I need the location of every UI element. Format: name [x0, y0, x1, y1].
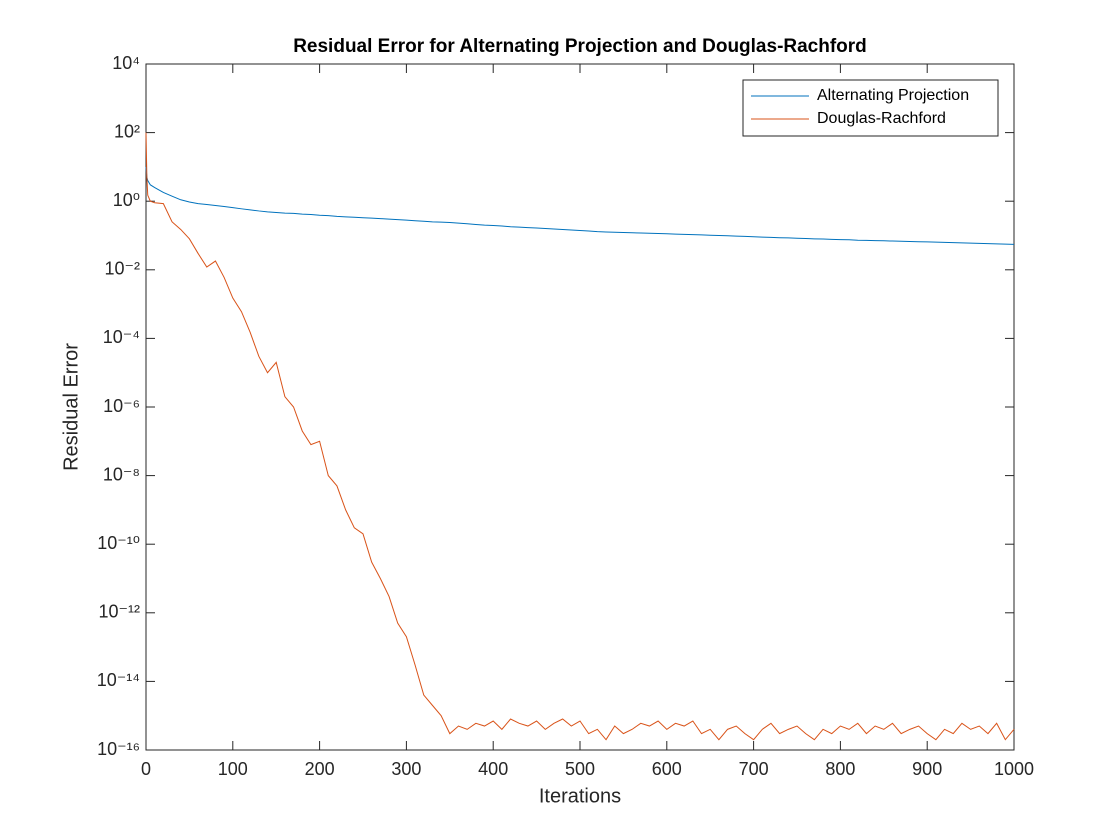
legend-label: Alternating Projection: [817, 87, 969, 104]
y-tick-label: 10⁻¹⁴: [97, 670, 140, 690]
y-tick-label: 10⁻²: [104, 259, 140, 279]
series-line: [145, 132, 1015, 741]
y-tick-label: 10²: [114, 121, 140, 141]
x-tick-label: 100: [218, 759, 248, 779]
x-tick-label: 0: [141, 759, 151, 779]
y-tick-label: 10⁻¹⁰: [97, 533, 140, 553]
x-tick-label: 700: [739, 759, 769, 779]
x-tick-label: 300: [391, 759, 421, 779]
plot-area: [145, 63, 1015, 751]
y-tick-label: 10⁻¹²: [98, 602, 140, 622]
series-line: [145, 166, 1015, 245]
x-tick-label: 900: [912, 759, 942, 779]
y-tick-label: 10⁻¹⁶: [97, 739, 140, 759]
y-axis-label: Residual Error: [60, 343, 82, 471]
chart-title: Residual Error for Alternating Projectio…: [293, 36, 867, 57]
legend-label: Douglas-Rachford: [817, 110, 946, 127]
y-tick-label: 10⁴: [112, 53, 140, 73]
x-tick-label: 600: [652, 759, 682, 779]
legend: [742, 79, 999, 137]
x-tick-label: 200: [305, 759, 335, 779]
y-tick-label: 10⁻⁶: [103, 396, 140, 416]
y-tick-label: 10⁻⁸: [103, 464, 140, 484]
y-tick-label: 10⁰: [113, 190, 140, 210]
x-tick-label: 800: [825, 759, 855, 779]
x-axis-label: Iterations: [539, 785, 621, 807]
y-tick-label: 10⁻⁴: [103, 327, 140, 347]
x-tick-label: 400: [478, 759, 508, 779]
x-tick-label: 1000: [994, 759, 1034, 779]
x-tick-label: 500: [565, 759, 595, 779]
